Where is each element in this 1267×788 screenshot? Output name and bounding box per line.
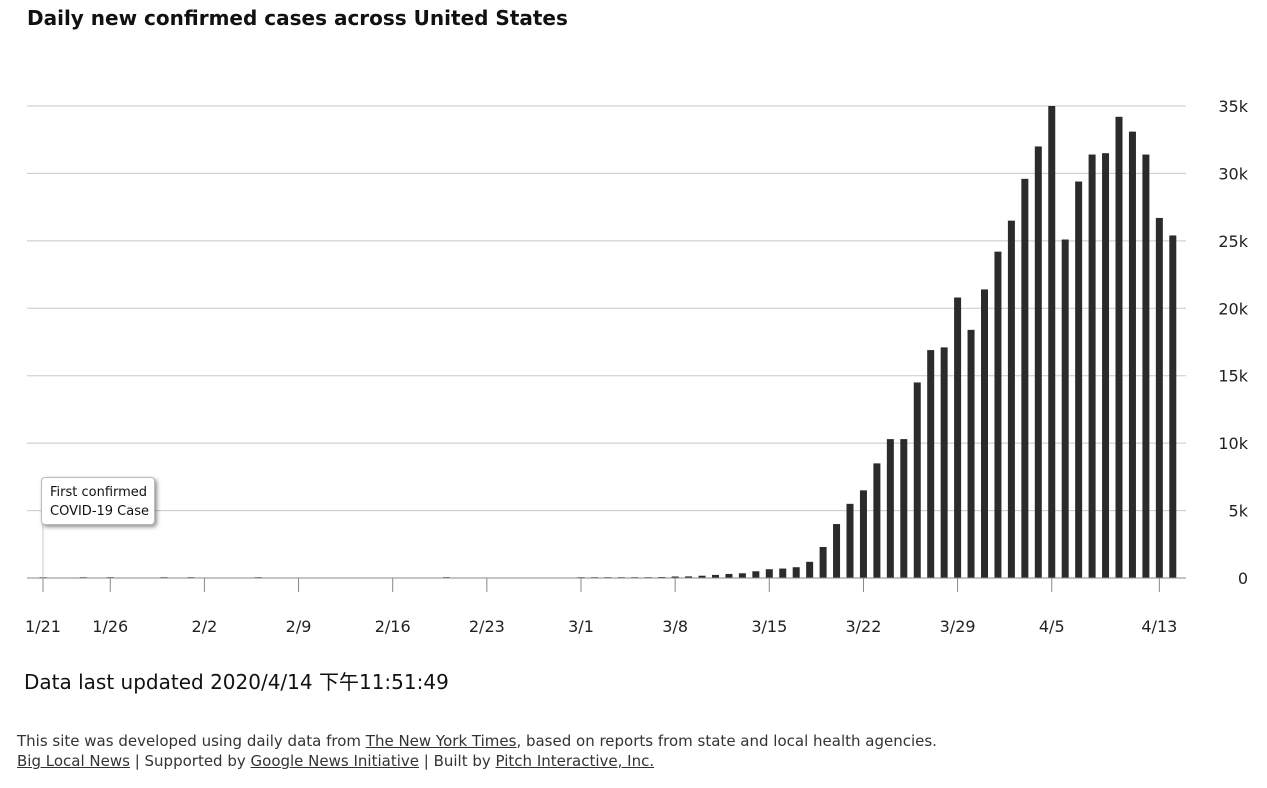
- bar: [954, 297, 962, 578]
- x-tick-label: 3/1: [568, 617, 594, 636]
- y-tick-label: 35k: [1218, 97, 1248, 116]
- y-tick-label: 5k: [1229, 502, 1249, 521]
- bar: [1007, 220, 1015, 578]
- y-tick-label: 25k: [1218, 232, 1248, 251]
- x-tick-label: 4/13: [1141, 617, 1177, 636]
- gridlines: [27, 105, 1186, 512]
- bar: [685, 576, 693, 578]
- x-tick-label: 3/29: [940, 617, 976, 636]
- footer-credits: This site was developed using daily data…: [17, 731, 937, 771]
- y-tick-label: 15k: [1218, 367, 1248, 386]
- bar: [913, 382, 921, 578]
- bar: [873, 463, 881, 578]
- bar: [846, 503, 854, 578]
- bar: [792, 567, 800, 578]
- footer-separator-2: | Built by: [418, 752, 496, 770]
- bar: [752, 571, 760, 578]
- bar: [1155, 217, 1163, 578]
- bar: [859, 490, 867, 578]
- x-tick-label: 4/5: [1039, 617, 1065, 636]
- bar: [994, 251, 1002, 578]
- y-tick-label: 10k: [1218, 434, 1248, 453]
- footer-text-1: This site was developed using daily data…: [17, 732, 366, 750]
- bar: [886, 439, 894, 578]
- footer-line-2: Big Local News | Supported by Google New…: [17, 751, 937, 771]
- bar: [1142, 154, 1150, 579]
- x-tick-label: 3/15: [751, 617, 787, 636]
- x-tick-label: 3/8: [662, 617, 688, 636]
- bar: [940, 347, 948, 578]
- footer-separator-1: | Supported by: [129, 752, 251, 770]
- bar: [1075, 181, 1083, 578]
- bar: [967, 329, 975, 578]
- bar: [900, 439, 908, 578]
- annotation-line-2: COVID-19 Case: [50, 504, 149, 519]
- y-axis-labels: 0 5k 10k 15k 20k 25k 30k 35k: [1218, 97, 1248, 588]
- bar: [927, 350, 935, 578]
- annotation-line-1: First confirmed: [50, 485, 148, 500]
- bar: [765, 569, 773, 578]
- big-local-news-link[interactable]: Big Local News: [17, 752, 130, 770]
- bar: [1048, 106, 1056, 578]
- chart-title: Daily new confirmed cases across United …: [27, 6, 568, 30]
- first-case-annotation: First confirmed COVID-19 Case: [41, 477, 155, 525]
- x-tick-label: 2/9: [286, 617, 312, 636]
- bar: [1034, 146, 1042, 578]
- bar: [1021, 178, 1029, 578]
- nyt-link[interactable]: The New York Times: [365, 732, 517, 750]
- footer-line-1: This site was developed using daily data…: [17, 731, 937, 751]
- last-updated-text: Data last updated 2020/4/14 下午11:51:49: [24, 670, 449, 694]
- bar: [1061, 239, 1069, 578]
- x-tick-label: 2/23: [469, 617, 505, 636]
- bars: [39, 106, 1177, 579]
- bar-chart: 1/21 1/26 2/2 2/9 2/16 2/23 3/1 3/8 3/15 3/22 3/29…: [25, 97, 1249, 636]
- y-tick-label: 20k: [1218, 299, 1248, 318]
- x-tick-label: 3/22: [845, 617, 881, 636]
- bar: [725, 573, 733, 578]
- bar: [712, 574, 719, 578]
- y-tick-label: 0: [1238, 569, 1248, 588]
- x-tick-label: 2/2: [192, 617, 218, 636]
- bar: [738, 573, 746, 578]
- x-axis: 1/21 1/26 2/2 2/9 2/16 2/23 3/1 3/8 3/15 3/22 3/29…: [25, 485, 1186, 636]
- bar: [806, 561, 814, 578]
- bar: [833, 524, 841, 578]
- bar: [1115, 116, 1123, 578]
- bar: [1169, 235, 1177, 578]
- google-news-initiative-link[interactable]: Google News Initiative: [250, 752, 419, 770]
- bar: [779, 568, 787, 578]
- bar: [819, 546, 827, 578]
- bar: [1088, 154, 1096, 579]
- y-tick-label: 30k: [1218, 164, 1248, 183]
- footer-text-2: , based on reports from state and local …: [516, 732, 937, 750]
- bar: [1128, 131, 1136, 578]
- x-tick-label: 2/16: [375, 617, 411, 636]
- bar: [981, 289, 988, 578]
- x-tick-label: 1/21: [25, 617, 61, 636]
- bar: [698, 575, 706, 578]
- pitch-interactive-link[interactable]: Pitch Interactive, Inc.: [495, 752, 655, 770]
- bar: [671, 576, 679, 578]
- bar: [1102, 153, 1110, 578]
- x-tick-label: 1/26: [92, 617, 128, 636]
